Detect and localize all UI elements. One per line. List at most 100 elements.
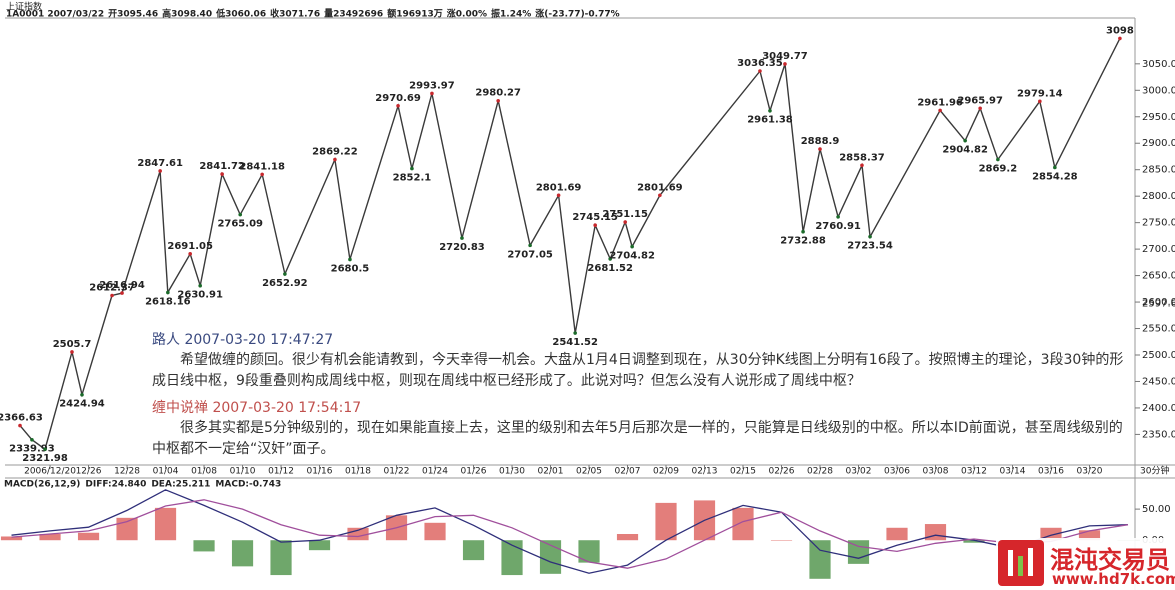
pivot [30,437,34,442]
quote-item: 量23492696 [324,8,383,20]
macd-bar [0,536,23,541]
pivot-label: 2858.37 [839,152,885,163]
pivot-label: 2961.38 [747,115,793,126]
x-tick-label: 03/02 [846,467,872,477]
pivot [768,108,772,113]
pivot-label: 2869.2 [979,164,1018,175]
pivot [430,91,434,96]
x-tick-label: 03/14 [1000,467,1026,477]
pivot [758,69,762,73]
pivot-label: 2993.97 [409,80,455,91]
watermark-logo [998,540,1044,586]
x-tick-label: 01/18 [345,467,371,477]
x-tick-label: 01/10 [230,467,256,477]
x-tick-label: 01/16 [307,467,333,477]
y-tick-label: 3000.0 [1142,85,1175,96]
macd-header: DEA:25.211 [151,480,210,490]
pivot-label: 2541.52 [552,337,598,348]
quote-item: 涨0.00% [447,8,487,20]
x-tick-label: 01/30 [499,467,525,477]
chart-title: 上证指数 [6,1,42,13]
x-tick-label: 01/04 [153,467,179,477]
pivot-label: 2847.61 [137,158,183,169]
comment-author: 缠中说禅 2007-03-20 17:54:17 [152,400,362,416]
pivot [836,215,840,219]
macd-bar [886,527,908,541]
watermark-url: www.hd7k.com [1052,570,1175,588]
pivot-label: 2704.82 [609,251,655,262]
pivot [783,62,787,66]
x-tick-label: 03/12 [961,467,987,477]
pivot [1118,36,1122,41]
pivot-label: 2852.1 [393,173,432,184]
macd-bar [616,534,639,541]
pivot-label: 2801.69 [637,182,683,193]
y-tick-label: 2600.0 [1142,297,1175,308]
macd-bar [308,540,331,551]
x-tick-label: 12/28 [114,467,140,477]
pivot-label: 2691.05 [167,241,213,252]
pivot [348,257,352,262]
pivot-label: 2854.28 [1032,171,1078,182]
macd-bar [77,532,100,541]
pivot-label: 2616.94 [99,280,145,291]
quote-item: 1A0001 2007/03/22 [6,10,104,20]
pivot-label: 2979.14 [1017,88,1063,99]
x-tick-label: 03/16 [1038,467,1064,477]
comment-author: 路人 2007-03-20 17:47:27 [152,332,334,348]
x-tick-label: 01/24 [422,467,448,477]
y-tick-label: 2450.0 [1142,376,1175,387]
pivot-label: 2339.93 [9,444,55,455]
pivot [528,243,532,248]
pivot-label: 2751.15 [602,209,648,220]
macd-bar [154,507,177,541]
pivot [996,157,1000,162]
x-tick-label: 01/26 [461,467,487,477]
pivot [43,447,47,452]
pivot-label: 2707.05 [507,249,553,260]
y-tick-label: 2850.0 [1142,165,1175,176]
macd-bar [270,540,292,576]
pivot-label: 2841.72 [199,161,245,172]
x-tick-label: 01/08 [191,467,217,477]
x-tick-label: 02/26 [769,467,795,477]
pivot-label: 2424.94 [59,399,105,410]
watermark: 混沌交易员 www.hd7k.com [996,538,1175,590]
pivot-label: 2732.88 [780,236,826,247]
pivot-label: 2980.27 [475,88,521,99]
macd-bar [578,540,600,563]
pivot [593,223,597,228]
quote-item: 开3095.46 [108,9,158,20]
x-tick-label: 02/15 [730,467,756,477]
marker-label: 2597.6 [1142,298,1175,309]
quote-item: 额196913万 [387,8,443,20]
macd-bar [501,540,523,576]
x-tick-label: 02/07 [615,467,641,477]
pivot [623,220,628,224]
y-tick-label: 2400.0 [1142,403,1175,414]
pivot [80,392,84,397]
macd-bar [539,540,562,574]
comment-text: 很多其实都是5分钟级别的，现在如果能直接上去，这里的级别和去年5月后那次是一样的… [152,420,1123,457]
x-tick-label: 02/01 [538,467,564,477]
macd-bar [1078,530,1101,541]
y-tick-label: 2950.0 [1142,112,1175,123]
pivot [410,166,414,171]
pivot [938,108,942,113]
y-tick-label: 2500.0 [1142,350,1175,361]
macd-bar [462,540,485,561]
pivot [220,172,224,176]
pivot [18,423,22,428]
y-tick-label: 2650.0 [1142,271,1175,282]
pivot-label: 2765.09 [217,219,263,230]
pivot [608,257,612,261]
pivot [198,283,202,288]
quote-item: 高3098.40 [162,8,212,20]
pivot [556,193,561,198]
pivot-label: 3049.77 [762,51,808,62]
macd-bar [732,507,754,541]
pivot [166,290,170,295]
